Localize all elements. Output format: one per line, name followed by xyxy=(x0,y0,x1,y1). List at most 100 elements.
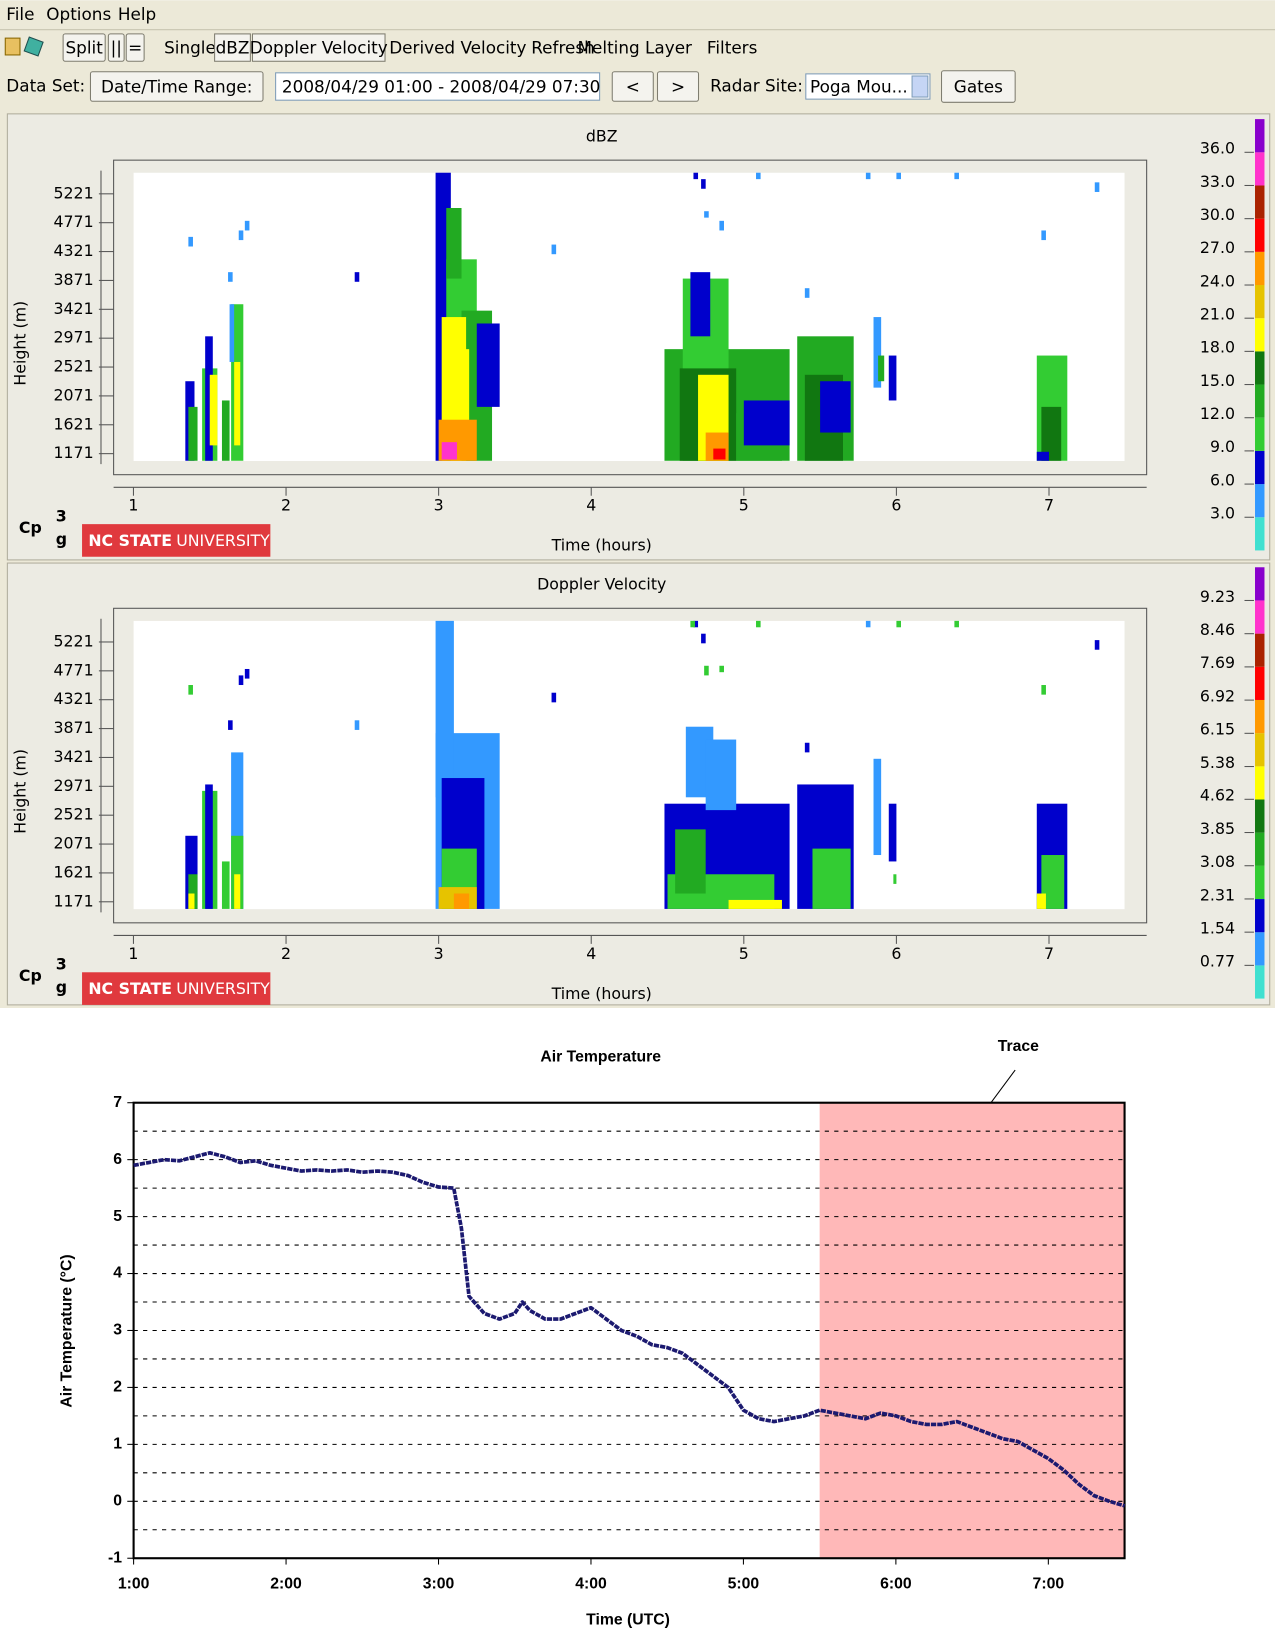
x-axis-label: Time (hours) xyxy=(551,984,652,1003)
echo-cell xyxy=(244,668,250,679)
y-tick-label: 4321 xyxy=(54,241,94,260)
toolbar-item[interactable]: Doppler Velocity xyxy=(250,38,388,58)
menu-item[interactable]: File xyxy=(6,4,34,24)
echo-cell xyxy=(441,442,457,460)
logo-university: NC STATE UNIVERSITY xyxy=(88,979,270,998)
chart-title: Air Temperature xyxy=(540,1049,661,1066)
prev-button-label[interactable]: < xyxy=(626,77,640,97)
logo-mark: Cp xyxy=(19,518,42,537)
site-value[interactable]: Poga Mou... xyxy=(810,77,908,97)
y-tick-label: 2521 xyxy=(54,805,94,824)
y-tick-label: 7 xyxy=(113,1094,122,1111)
toolbar-item[interactable]: Single xyxy=(164,38,216,58)
toolbar-toggle[interactable] xyxy=(251,33,386,62)
toolbar-toggle[interactable] xyxy=(214,33,251,62)
x-tick-label: 2 xyxy=(281,496,291,515)
x-axis-label: Time (hours) xyxy=(551,536,652,555)
echo-cell xyxy=(1041,230,1046,241)
temperature-line xyxy=(133,1150,1126,1508)
toolbar-item[interactable]: Refresh xyxy=(531,38,595,58)
echo-cell xyxy=(820,381,851,433)
chart-title: dBZ xyxy=(586,127,618,146)
toolbar-item[interactable]: Filters xyxy=(707,38,757,58)
echo-cell xyxy=(188,874,198,909)
echo-cell xyxy=(878,355,885,382)
toolbar-item[interactable]: dBZ xyxy=(216,38,250,58)
colorbar-swatch xyxy=(1255,699,1265,734)
logo-university-text: UNIVERSITY xyxy=(176,530,270,549)
x-tick-label: 2:00 xyxy=(270,1576,302,1593)
colorbar-swatch xyxy=(1255,285,1265,319)
echo-cell xyxy=(476,323,500,407)
gates-button-label[interactable]: Gates xyxy=(954,77,1003,97)
prev-button[interactable] xyxy=(611,71,654,102)
next-button[interactable] xyxy=(656,71,700,102)
echo-cell xyxy=(435,620,454,798)
toolbar-item[interactable]: Melting Layer xyxy=(578,38,693,58)
x-tick-label: 4:00 xyxy=(575,1576,607,1593)
range-field[interactable] xyxy=(275,72,601,101)
y-tick-label: 2971 xyxy=(54,328,94,347)
x-tick-label: 5:00 xyxy=(728,1576,760,1593)
range-value[interactable]: 2008/04/29 01:00 - 2008/04/29 07:30 xyxy=(282,77,600,97)
echo-cell xyxy=(690,272,711,337)
echo-cell xyxy=(1094,182,1100,192)
x-tick-label: 3 xyxy=(434,944,444,963)
logo-university-bold: NC STATE xyxy=(88,530,172,549)
open-icon[interactable] xyxy=(4,37,21,56)
next-button-label[interactable]: > xyxy=(671,77,685,97)
range-button-label[interactable]: Date/Time Range: xyxy=(101,77,252,97)
toolbar-button-label[interactable]: || xyxy=(111,38,122,58)
echo-cell xyxy=(244,220,250,231)
colorbar-label: 3.0 xyxy=(1210,504,1235,523)
colorbar-label: 7.69 xyxy=(1200,653,1235,672)
save-icon[interactable] xyxy=(23,36,44,57)
colorbar-label: 18.0 xyxy=(1200,338,1235,357)
colorbar-swatch xyxy=(1255,450,1265,485)
toolbar-button[interactable] xyxy=(62,33,106,62)
menu-item[interactable]: Options xyxy=(46,4,111,24)
colorbar-swatch xyxy=(1255,417,1265,451)
colorbar-label: 33.0 xyxy=(1200,172,1235,191)
x-tick-label: 7:00 xyxy=(1033,1576,1065,1593)
echo-cell xyxy=(205,336,213,461)
colorbar-swatch xyxy=(1255,185,1265,219)
gates-button[interactable] xyxy=(940,70,1016,103)
toolbar-button[interactable] xyxy=(107,33,125,62)
echo-cell xyxy=(756,172,761,180)
x-tick-label: 6 xyxy=(891,944,901,963)
colorbar-swatch xyxy=(1255,799,1265,833)
echo-cell xyxy=(896,172,901,180)
site-combo[interactable] xyxy=(805,73,931,100)
logo-sup: 3 xyxy=(56,506,67,525)
echo-cell xyxy=(221,400,230,461)
echo-cell xyxy=(743,400,790,446)
echo-cell xyxy=(690,620,695,628)
colorbar-swatch xyxy=(1255,384,1265,418)
echo-cell xyxy=(234,361,241,446)
colorbar-label: 36.0 xyxy=(1200,139,1235,158)
toolbar-button-label[interactable]: = xyxy=(128,38,142,58)
toolbar-button-label[interactable]: Split xyxy=(65,38,103,58)
echo-cell xyxy=(865,172,871,180)
colorbar-label: 21.0 xyxy=(1200,305,1235,324)
echo-cell xyxy=(188,893,195,909)
logo-mark: Cp xyxy=(19,966,42,985)
toolbar-button[interactable] xyxy=(125,33,145,62)
range-button[interactable] xyxy=(89,71,264,102)
toolbar-item[interactable]: Derived Velocity xyxy=(389,38,526,58)
colorbar-label: 5.38 xyxy=(1200,753,1235,772)
y-axis-label: Height (m) xyxy=(11,749,30,834)
combo-arrow[interactable] xyxy=(911,75,929,98)
colorbar-swatch xyxy=(1255,600,1265,634)
menu-item[interactable]: Help xyxy=(118,4,156,24)
echo-cell xyxy=(693,620,699,628)
colorbar-swatch xyxy=(1255,932,1265,966)
echo-cell xyxy=(728,899,782,909)
colorbar-swatch xyxy=(1255,666,1265,700)
colorbar-label: 9.0 xyxy=(1210,437,1235,456)
echo-cell xyxy=(713,448,726,460)
y-axis-label: Height (m) xyxy=(11,301,30,386)
colorbar-label: 9.23 xyxy=(1200,587,1235,606)
echo-cell xyxy=(693,172,699,180)
